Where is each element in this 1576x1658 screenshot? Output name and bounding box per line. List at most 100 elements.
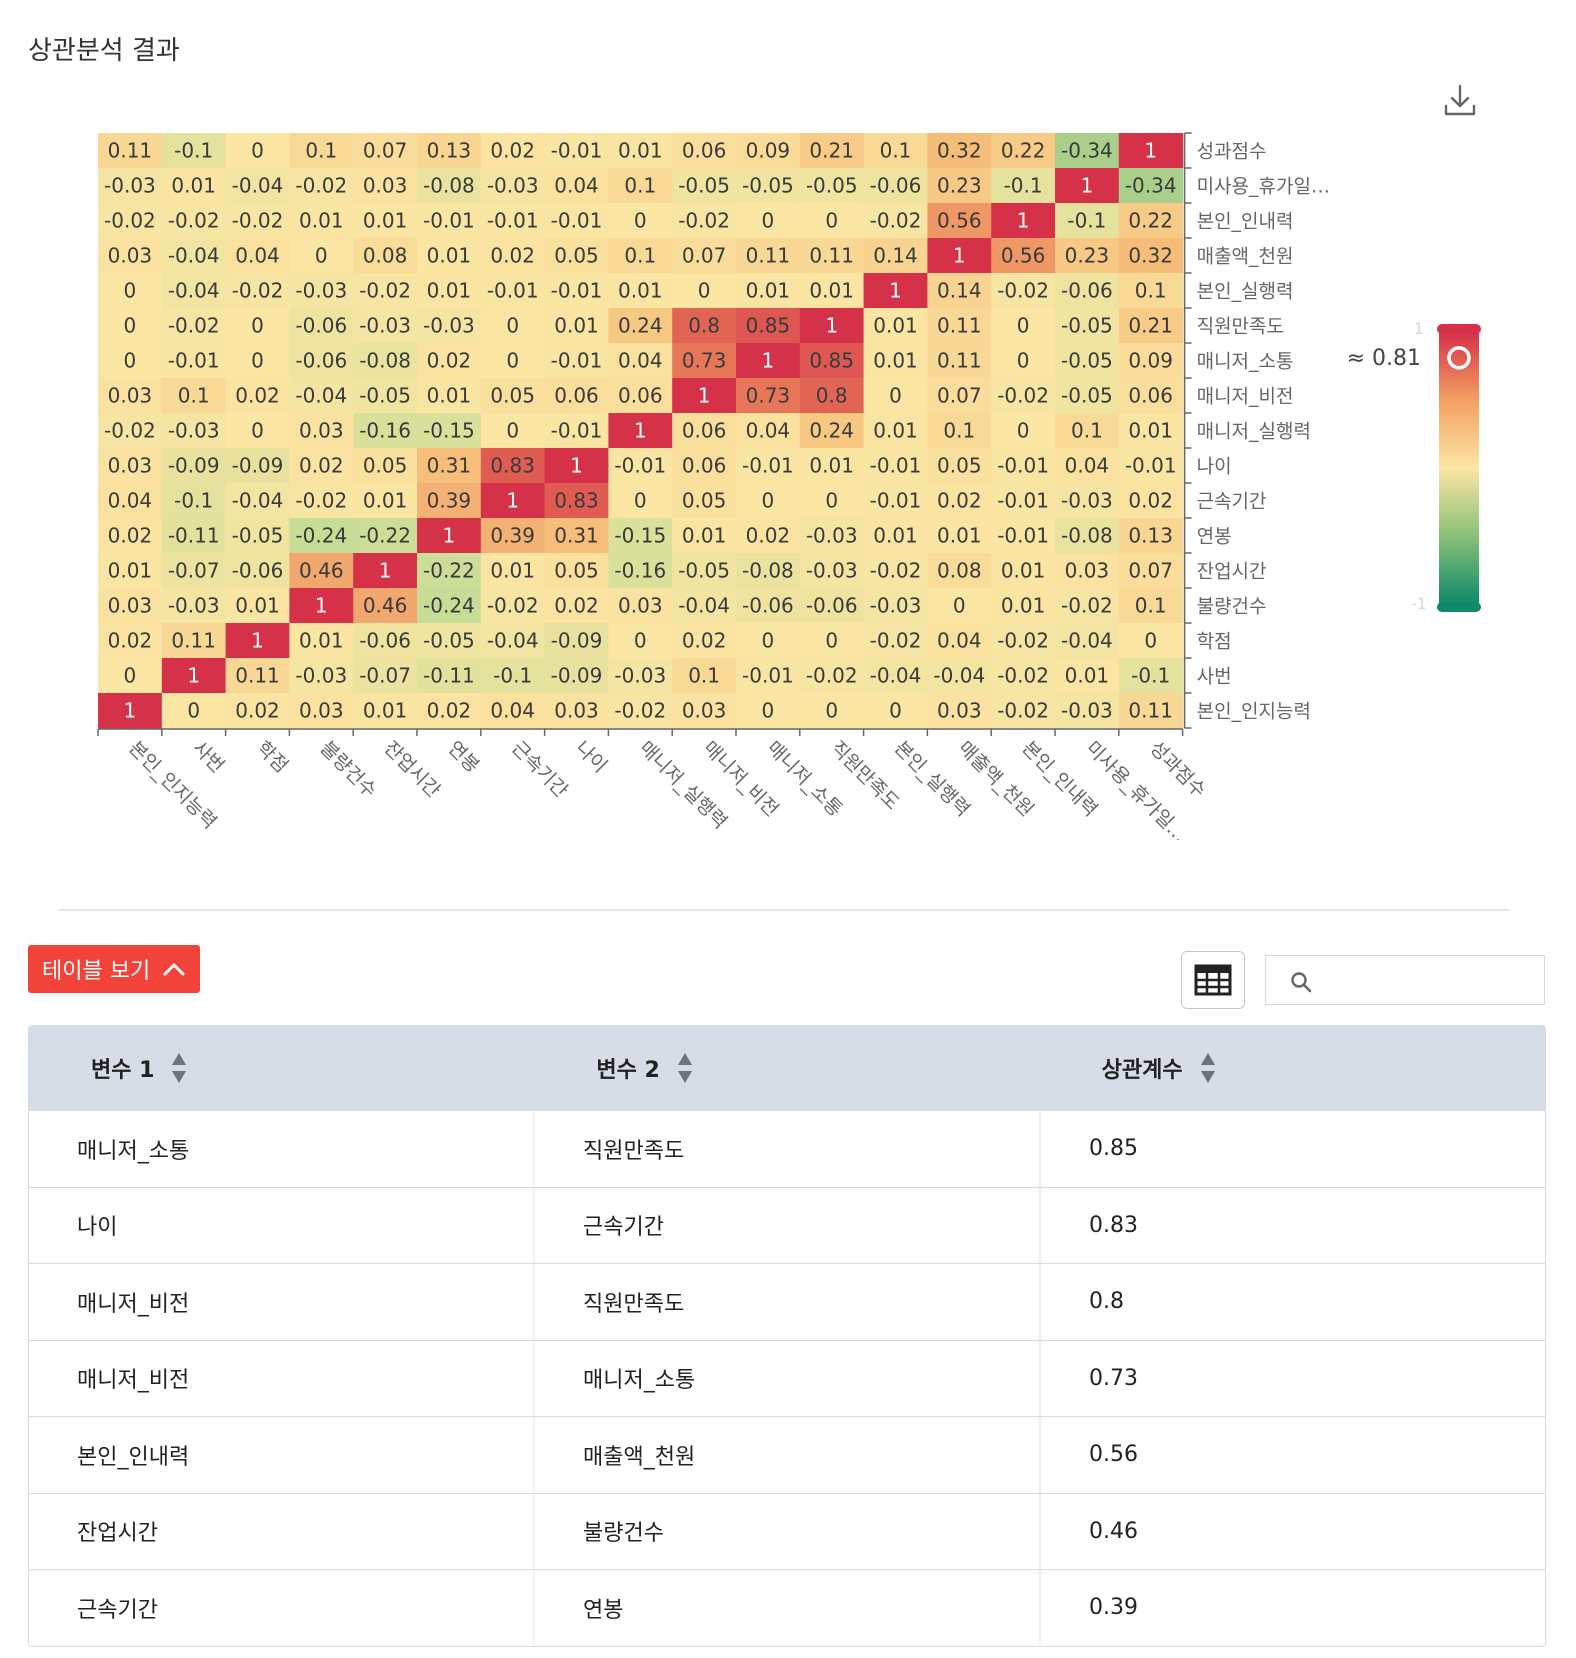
heatmap-cell[interactable]	[863, 658, 928, 694]
heatmap-cell[interactable]	[672, 448, 737, 484]
heatmap-cell[interactable]	[672, 168, 737, 204]
heatmap-cell[interactable]	[480, 378, 546, 414]
heatmap-cell[interactable]	[289, 553, 354, 589]
heatmap-cell[interactable]	[863, 238, 928, 274]
heatmap-cell[interactable]	[98, 483, 163, 519]
heatmap-cell[interactable]	[544, 238, 609, 274]
heatmap-cell[interactable]	[991, 273, 1056, 309]
heatmap-cell[interactable]	[98, 588, 163, 624]
heatmap-cell[interactable]	[927, 483, 992, 519]
heatmap-cell[interactable]	[608, 553, 673, 589]
heatmap-cell[interactable]	[353, 693, 418, 729]
heatmap-cell[interactable]	[225, 483, 290, 519]
heatmap-cell[interactable]	[927, 623, 992, 659]
heatmap-cell[interactable]	[225, 308, 290, 344]
heatmap-cell[interactable]	[161, 413, 227, 449]
heatmap-cell[interactable]	[417, 168, 482, 204]
heatmap-cell[interactable]	[289, 133, 354, 169]
heatmap-cell[interactable]	[161, 623, 227, 659]
heatmap-cell[interactable]	[161, 133, 227, 169]
heatmap-cell[interactable]	[672, 658, 737, 694]
heatmap-cell[interactable]	[480, 343, 546, 379]
heatmap-cell[interactable]	[927, 168, 992, 204]
heatmap-cell[interactable]	[1055, 448, 1120, 484]
heatmap-cell[interactable]	[1118, 623, 1184, 659]
colorbar-value-handle[interactable]	[1447, 346, 1471, 370]
heatmap-cell[interactable]	[161, 238, 227, 274]
heatmap-cell[interactable]	[799, 238, 865, 274]
heatmap-cell[interactable]	[672, 273, 737, 309]
heatmap-cell[interactable]	[1055, 168, 1120, 204]
heatmap-cell[interactable]	[1118, 273, 1184, 309]
heatmap-cell[interactable]	[608, 308, 673, 344]
heatmap-cell[interactable]	[98, 693, 163, 729]
heatmap-cell[interactable]	[863, 203, 928, 239]
heatmap-cell[interactable]	[1118, 168, 1184, 204]
heatmap-cell[interactable]	[927, 413, 992, 449]
heatmap-cell[interactable]	[480, 413, 546, 449]
colorbar-min-handle[interactable]	[1437, 602, 1481, 612]
heatmap-cell[interactable]	[799, 133, 865, 169]
heatmap-cell[interactable]	[353, 378, 418, 414]
heatmap-cell[interactable]	[544, 588, 609, 624]
heatmap-cell[interactable]	[672, 693, 737, 729]
heatmap-cell[interactable]	[608, 133, 673, 169]
heatmap-cell[interactable]	[161, 588, 227, 624]
heatmap-cell[interactable]	[991, 588, 1056, 624]
heatmap-cell[interactable]	[608, 448, 673, 484]
heatmap-cell[interactable]	[1055, 518, 1120, 554]
heatmap-cell[interactable]	[799, 483, 865, 519]
heatmap-cell[interactable]	[1055, 553, 1120, 589]
heatmap-cell[interactable]	[98, 518, 163, 554]
heatmap-cell[interactable]	[1118, 133, 1184, 169]
table-row[interactable]: 나이 근속기간 0.83	[29, 1186, 1545, 1263]
heatmap-cell[interactable]	[353, 133, 418, 169]
heatmap-cell[interactable]	[289, 308, 354, 344]
heatmap-cell[interactable]	[161, 448, 227, 484]
heatmap-cell[interactable]	[1055, 273, 1120, 309]
heatmap-cell[interactable]	[417, 378, 482, 414]
heatmap-cell[interactable]	[991, 693, 1056, 729]
heatmap-cell[interactable]	[927, 553, 992, 589]
heatmap-cell[interactable]	[863, 413, 928, 449]
heatmap-cell[interactable]	[608, 378, 673, 414]
heatmap-cell[interactable]	[225, 378, 290, 414]
table-row[interactable]: 근속기간 연봉 0.39	[29, 1569, 1545, 1646]
heatmap-cell[interactable]	[480, 273, 546, 309]
heatmap-cell[interactable]	[991, 238, 1056, 274]
heatmap-cell[interactable]	[353, 238, 418, 274]
heatmap-cell[interactable]	[672, 238, 737, 274]
heatmap-cell[interactable]	[417, 238, 482, 274]
heatmap-cell[interactable]	[736, 238, 801, 274]
heatmap-cell[interactable]	[480, 553, 546, 589]
sort-icon[interactable]	[170, 1051, 188, 1085]
heatmap-cell[interactable]	[98, 623, 163, 659]
heatmap-cell[interactable]	[1118, 378, 1184, 414]
heatmap-cell[interactable]	[353, 518, 418, 554]
heatmap-cell[interactable]	[480, 203, 546, 239]
heatmap-cell[interactable]	[225, 623, 290, 659]
heatmap-cell[interactable]	[991, 308, 1056, 344]
heatmap-cell[interactable]	[991, 378, 1056, 414]
heatmap-cell[interactable]	[991, 483, 1056, 519]
heatmap-cell[interactable]	[608, 413, 673, 449]
heatmap-cell[interactable]	[1118, 553, 1184, 589]
heatmap-cell[interactable]	[736, 448, 801, 484]
heatmap-cell[interactable]	[544, 273, 609, 309]
heatmap-cell[interactable]	[161, 168, 227, 204]
heatmap-cell[interactable]	[480, 588, 546, 624]
heatmap-cell[interactable]	[991, 623, 1056, 659]
heatmap-cell[interactable]	[863, 308, 928, 344]
heatmap-cell[interactable]	[799, 168, 865, 204]
heatmap-cell[interactable]	[1118, 413, 1184, 449]
heatmap-cell[interactable]	[98, 168, 163, 204]
heatmap-cell[interactable]	[161, 553, 227, 589]
heatmap-cell[interactable]	[991, 553, 1056, 589]
heatmap-cell[interactable]	[353, 203, 418, 239]
heatmap-cell[interactable]	[353, 588, 418, 624]
heatmap-cell[interactable]	[98, 273, 163, 309]
heatmap-cell[interactable]	[161, 343, 227, 379]
heatmap-cell[interactable]	[417, 133, 482, 169]
heatmap-cell[interactable]	[417, 308, 482, 344]
colorbar-max-handle[interactable]	[1437, 324, 1481, 334]
